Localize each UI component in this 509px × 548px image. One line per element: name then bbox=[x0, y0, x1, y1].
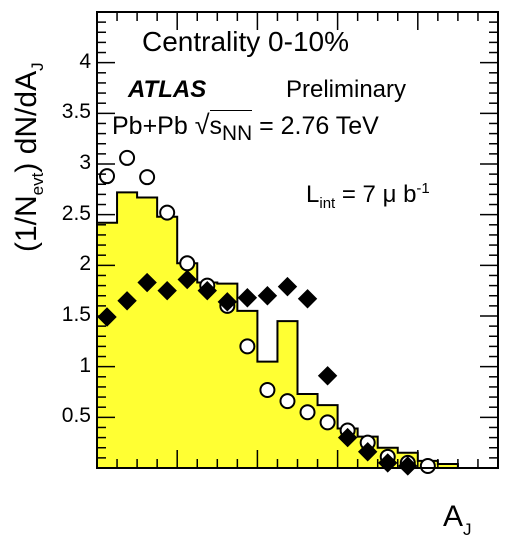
histogram-bin bbox=[177, 263, 197, 468]
preliminary-label: Preliminary bbox=[286, 76, 407, 103]
energy-label: Pb+Pb √sNN = 2.76 TeV bbox=[112, 110, 379, 146]
open-circle-point bbox=[319, 414, 336, 431]
y-tick-label: 3 bbox=[79, 151, 91, 174]
filled-diamond-point bbox=[197, 280, 217, 301]
centrality-label: Centrality 0-10% bbox=[142, 26, 349, 57]
y-tick-label: 2 bbox=[79, 252, 91, 276]
filled-diamond-point bbox=[277, 276, 298, 297]
open-circle-point bbox=[159, 204, 176, 221]
filled-diamond-point bbox=[237, 288, 258, 308]
histogram-layer bbox=[97, 191, 498, 469]
filled-diamond-point bbox=[337, 427, 358, 448]
lumi-value: = 7 μ b bbox=[335, 181, 417, 208]
y-tick-label: 0.5 bbox=[61, 404, 91, 428]
y-axis-label: (1/Nevt) dN/dAJ bbox=[10, 62, 47, 252]
luminosity-label: Lint = 7 μ b-1 bbox=[306, 180, 430, 212]
y-tick-label: 2.5 bbox=[61, 201, 91, 225]
lumi-L: L bbox=[306, 181, 320, 208]
lumi-sub: int bbox=[319, 194, 336, 212]
x-axis-label: AJ bbox=[443, 500, 472, 539]
filled-diamond-point bbox=[177, 269, 197, 290]
histogram-bin bbox=[237, 311, 257, 468]
histogram-bin bbox=[157, 217, 177, 468]
energy-radicand: sNN bbox=[209, 110, 253, 145]
open-circle-point bbox=[99, 168, 116, 185]
filled-diamonds-layer bbox=[97, 269, 418, 476]
sqrt-sign: √ bbox=[194, 110, 210, 140]
energy-prefix: Pb+Pb bbox=[112, 112, 195, 140]
filled-diamond-point bbox=[297, 289, 318, 309]
y-tick-label: 4 bbox=[79, 49, 91, 73]
open-circle-point bbox=[279, 393, 296, 410]
energy-value: = 2.76 TeV bbox=[252, 112, 379, 140]
y-tick-label: 1.5 bbox=[61, 303, 91, 326]
open-circle-point bbox=[419, 457, 436, 474]
open-circle-point bbox=[259, 381, 276, 398]
histogram-bin bbox=[137, 197, 157, 468]
open-circle-point bbox=[119, 149, 136, 166]
open-circle-point bbox=[299, 404, 316, 421]
y-tick-label: 3.5 bbox=[61, 100, 91, 124]
filled-diamond-point bbox=[97, 307, 117, 327]
histogram-bin bbox=[97, 223, 117, 468]
histogram-bin bbox=[257, 362, 277, 468]
filled-diamond-point bbox=[217, 292, 238, 312]
histogram-bin bbox=[197, 283, 217, 468]
filled-diamond-point bbox=[357, 442, 378, 462]
axes-frame bbox=[96, 11, 499, 469]
filled-diamond-point bbox=[257, 286, 278, 306]
open-circle-point bbox=[179, 255, 196, 272]
filled-diamond-point bbox=[137, 272, 157, 293]
lumi-sup: -1 bbox=[416, 180, 430, 197]
y-tick-label: 1 bbox=[79, 353, 91, 377]
histogram-bin bbox=[117, 192, 137, 468]
energy-sub: NN bbox=[222, 122, 253, 145]
energy-s: s bbox=[209, 112, 223, 140]
open-circle-point bbox=[239, 338, 256, 355]
filled-diamond-point bbox=[117, 291, 137, 311]
filled-diamond-point bbox=[157, 280, 177, 301]
open-circle-point bbox=[139, 169, 156, 186]
filled-diamond-point bbox=[398, 456, 418, 476]
filled-diamond-point bbox=[317, 366, 338, 386]
atlas-label: ATLAS bbox=[128, 76, 207, 103]
